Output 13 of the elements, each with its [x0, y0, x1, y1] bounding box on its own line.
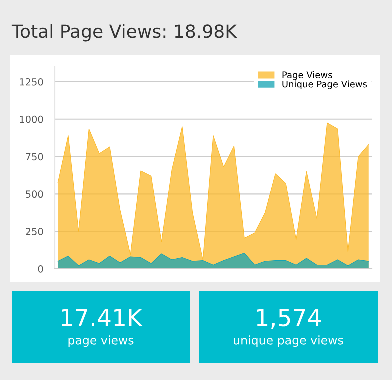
text: page views [68, 336, 134, 348]
y-tick-label: 250 [26, 228, 44, 236]
y-tick-label: 500 [26, 190, 44, 198]
y-tick-label: 750 [26, 153, 44, 161]
chart-title: Total Page Views: 18.98K [12, 24, 238, 42]
y-tick-label: 0 [38, 265, 44, 273]
y-tick-label: 1000 [20, 116, 44, 124]
legend-label: Unique Page Views [282, 80, 368, 90]
text: unique page views [234, 336, 344, 348]
text: 17.41K [62, 309, 144, 326]
legend-label: Page Views [282, 72, 332, 80]
text: 1,574 [257, 309, 321, 330]
y-tick-label: 1250 [20, 78, 44, 86]
